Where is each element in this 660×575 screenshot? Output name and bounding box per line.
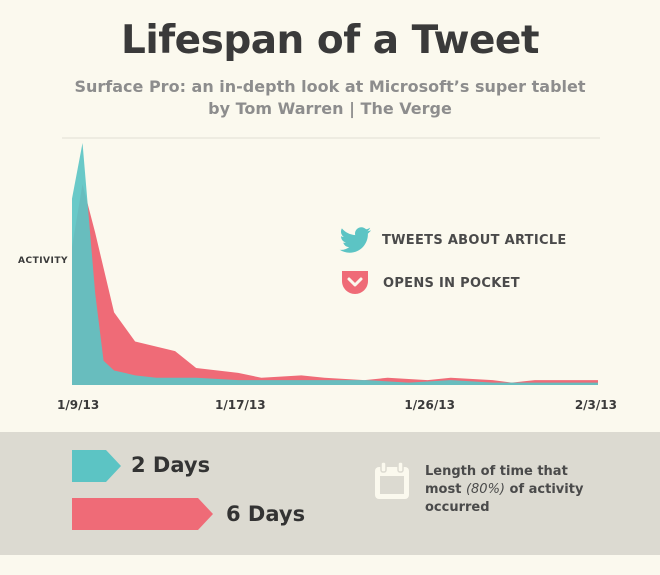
chart-area: 1/9/13 1/17/13 1/26/13 2/3/13 — [57, 137, 617, 412]
note-line-3: occurred — [425, 500, 490, 515]
legend-label-pocket: OPENS IN POCKET — [383, 275, 520, 291]
legend-item-tweets: TWEETS ABOUT ARTICLE — [338, 227, 567, 253]
tweets-days-label: 2 Days — [131, 453, 211, 477]
summary-note: Length of time that most (80%) of activi… — [425, 463, 615, 517]
note-line-1: Length of time that — [425, 464, 568, 479]
x-tick-label: 1/26/13 — [404, 398, 455, 412]
calendar-icon — [375, 461, 409, 499]
legend-label-tweets: TWEETS ABOUT ARTICLE — [382, 232, 567, 248]
summary-shapes — [72, 450, 213, 530]
x-tick-label: 2/3/13 — [575, 398, 617, 412]
chart-subtitle: Surface Pro: an in-depth look at Microso… — [74, 77, 586, 96]
legend-item-pocket: OPENS IN POCKET — [340, 269, 520, 297]
summary-band: 2 Days 6 Days — [0, 432, 660, 555]
twitter-bird-icon — [339, 227, 371, 253]
note-line-2: most (80%) of activity — [425, 481, 615, 499]
x-tick-label: 1/9/13 — [57, 398, 99, 412]
y-axis-label: ACTIVITY — [18, 256, 69, 266]
tweets-span-arrow — [72, 450, 121, 482]
series-area-pocket — [72, 184, 598, 385]
note-post: of activity — [505, 482, 584, 497]
pocket-icon — [342, 271, 368, 294]
x-tick-label: 1/17/13 — [215, 398, 266, 412]
chart-title: Lifespan of a Tweet — [120, 18, 540, 63]
pocket-days-label: 6 Days — [226, 502, 306, 526]
note-pre: most — [425, 482, 466, 497]
note-percent: (80%) — [465, 482, 506, 497]
pocket-span-arrow — [72, 498, 213, 530]
chart-byline: by Tom Warren | The Verge — [208, 99, 452, 118]
